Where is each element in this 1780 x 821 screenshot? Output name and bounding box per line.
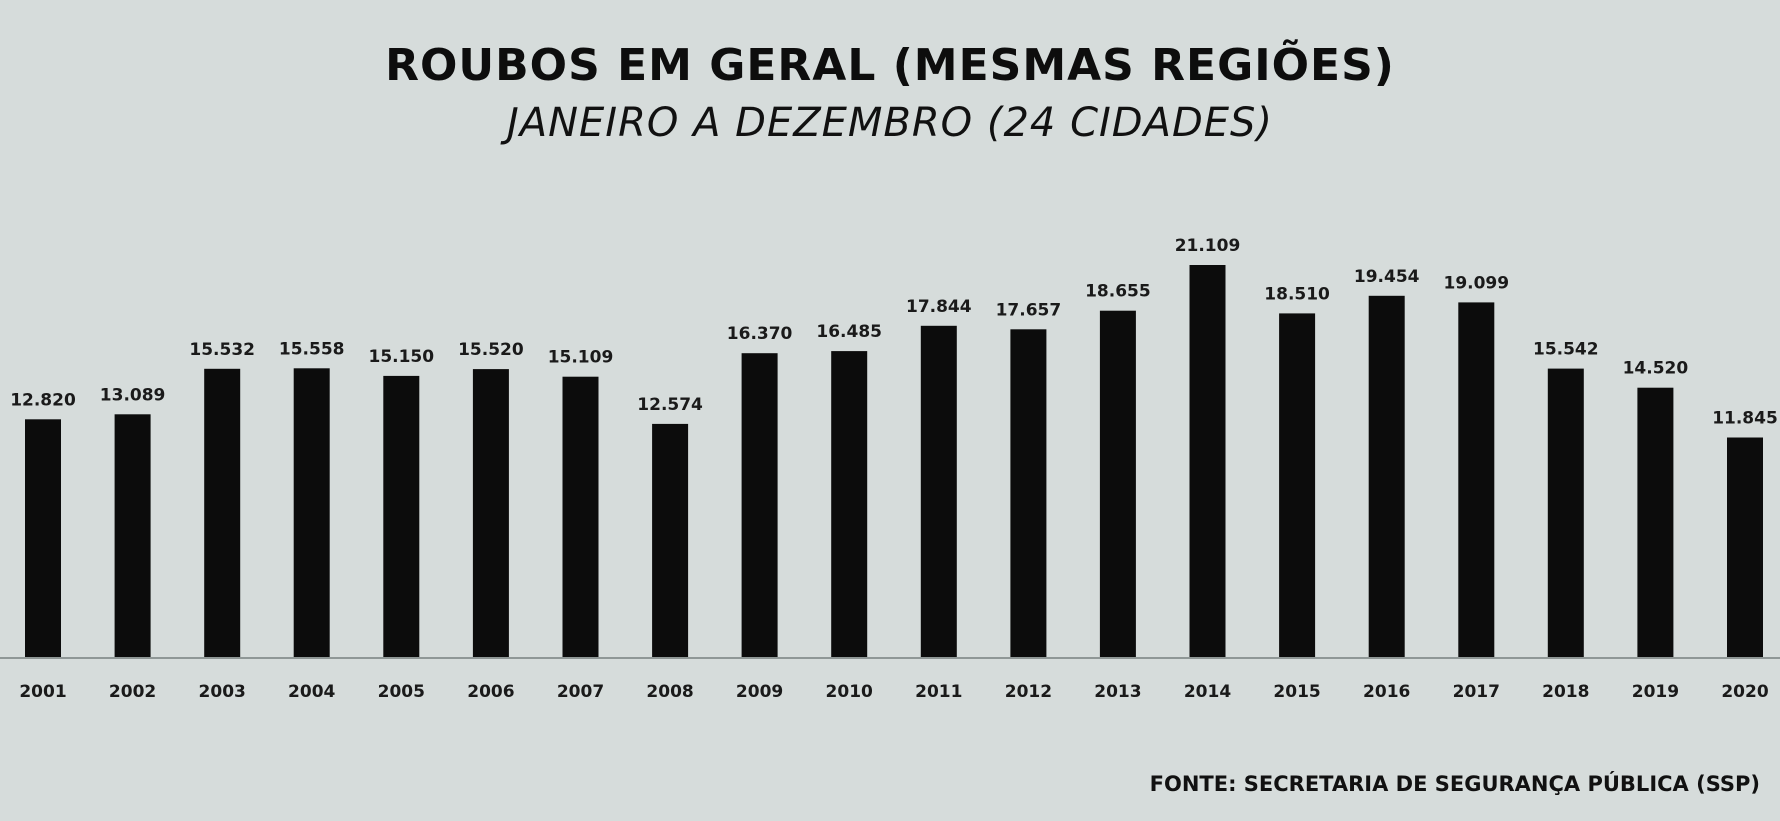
bar-2003 <box>204 368 241 658</box>
x-tick-label-2001: 2001 <box>19 682 66 702</box>
value-label-2015: 18.510 <box>1264 284 1330 304</box>
x-tick-label-2014: 2014 <box>1184 682 1231 702</box>
value-label-2008: 12.574 <box>637 395 703 415</box>
value-label-2010: 16.485 <box>816 322 882 342</box>
x-tick-label-2012: 2012 <box>1005 682 1052 702</box>
bar-2002 <box>114 414 151 658</box>
value-label-2012: 17.657 <box>996 300 1062 320</box>
bar-2009 <box>741 353 778 658</box>
x-tick-label-2008: 2008 <box>646 682 693 702</box>
value-label-2004: 15.558 <box>279 339 345 359</box>
bars-group <box>25 265 1763 658</box>
x-tick-label-2013: 2013 <box>1094 682 1141 702</box>
bar-2016 <box>1368 295 1405 658</box>
bar-2013 <box>1099 310 1136 658</box>
value-label-2001: 12.820 <box>10 390 76 410</box>
x-tick-label-2002: 2002 <box>109 682 156 702</box>
value-label-2002: 13.089 <box>100 385 166 405</box>
value-label-2018: 15.542 <box>1533 340 1599 360</box>
value-label-2006: 15.520 <box>458 340 524 360</box>
chart-title: ROUBOS EM GERAL (MESMAS REGIÕES) <box>385 40 1395 91</box>
bar-2007 <box>562 376 599 658</box>
x-tick-label-2006: 2006 <box>467 682 514 702</box>
x-tick-label-2010: 2010 <box>826 682 873 702</box>
value-label-2003: 15.532 <box>189 340 255 360</box>
x-tick-label-2005: 2005 <box>378 682 425 702</box>
x-tick-label-2007: 2007 <box>557 682 604 702</box>
x-tick-label-2016: 2016 <box>1363 682 1410 702</box>
x-tick-label-2003: 2003 <box>199 682 246 702</box>
x-tick-label-2017: 2017 <box>1453 682 1500 702</box>
bar-2015 <box>1279 313 1316 658</box>
bar-2017 <box>1458 302 1495 658</box>
bar-2019 <box>1637 387 1674 658</box>
value-label-2013: 18.655 <box>1085 282 1151 302</box>
source-note: FONTE: SECRETARIA DE SEGURANÇA PÚBLICA (… <box>1149 772 1760 796</box>
x-tick-label-2009: 2009 <box>736 682 783 702</box>
value-label-2005: 15.150 <box>368 347 434 367</box>
value-label-2011: 17.844 <box>906 297 972 317</box>
bar-2004 <box>293 368 330 658</box>
bar-2001 <box>25 419 61 658</box>
x-tick-label-2015: 2015 <box>1273 682 1320 702</box>
x-tick-label-2019: 2019 <box>1632 682 1679 702</box>
bar-2012 <box>1010 329 1047 658</box>
value-labels-group: 12.820 13.089 15.532 15.558 15.150 15.520 15.1… <box>10 236 1778 429</box>
value-label-2014: 21.109 <box>1175 236 1241 256</box>
value-label-2017: 19.099 <box>1443 273 1509 293</box>
value-label-2020: 11.845 <box>1712 409 1778 429</box>
x-tick-label-2020: 2020 <box>1721 682 1768 702</box>
bar-2005 <box>383 375 420 658</box>
bar-2014 <box>1189 265 1226 658</box>
value-label-2009: 16.370 <box>727 324 793 344</box>
value-label-2019: 14.520 <box>1623 359 1689 379</box>
bar-2008 <box>652 423 689 658</box>
bar-2010 <box>831 351 868 658</box>
bar-2018 <box>1547 368 1584 658</box>
value-label-2007: 15.109 <box>548 348 614 368</box>
chart-subtitle: JANEIRO A DEZEMBRO (24 CIDADES) <box>506 100 1274 146</box>
bar-2020 <box>1727 437 1763 658</box>
value-label-2016: 19.454 <box>1354 267 1420 287</box>
bar-2011 <box>920 325 957 658</box>
bar-2006 <box>472 369 509 658</box>
x-tick-label-2018: 2018 <box>1542 682 1589 702</box>
x-tick-label-2004: 2004 <box>288 682 335 702</box>
x-tick-label-2011: 2011 <box>915 682 962 702</box>
x-tick-labels-group: 2001 2002 2003 2004 2005 2006 2007 2008 2009 2010… <box>19 682 1768 702</box>
